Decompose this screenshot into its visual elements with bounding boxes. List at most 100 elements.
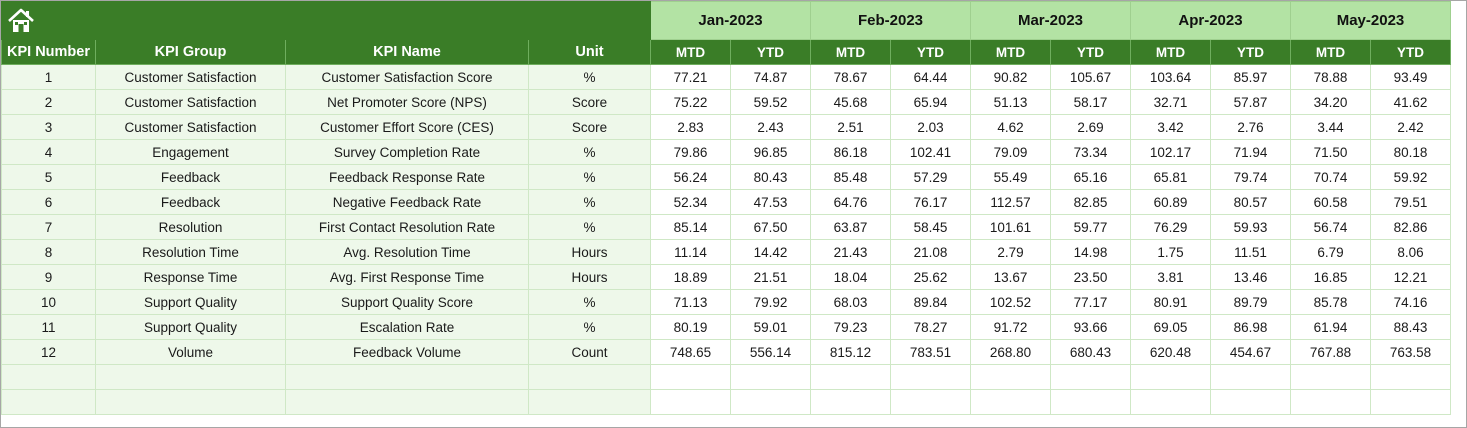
kpi-number-cell[interactable]: 10 xyxy=(1,289,96,315)
unit-cell[interactable]: % xyxy=(528,189,651,215)
ytd-value-cell[interactable]: 680.43 xyxy=(1050,339,1131,365)
mtd-value-cell[interactable]: 51.13 xyxy=(970,89,1051,115)
mtd-value-cell[interactable]: 71.50 xyxy=(1290,139,1371,165)
mtd-value-cell[interactable]: 80.19 xyxy=(650,314,731,340)
mtd-value-cell[interactable]: 3.81 xyxy=(1130,264,1211,290)
empty-cell[interactable] xyxy=(95,364,286,390)
kpi-name-cell[interactable]: First Contact Resolution Rate xyxy=(285,214,529,240)
kpi-name-cell[interactable]: Customer Effort Score (CES) xyxy=(285,114,529,140)
kpi-number-cell[interactable]: 2 xyxy=(1,89,96,115)
empty-cell[interactable] xyxy=(650,389,731,415)
kpi-number-cell[interactable]: 11 xyxy=(1,314,96,340)
mtd-value-cell[interactable]: 4.62 xyxy=(970,114,1051,140)
kpi-group-cell[interactable]: Customer Satisfaction xyxy=(95,114,286,140)
mtd-value-cell[interactable]: 1.75 xyxy=(1130,239,1211,265)
mtd-value-cell[interactable]: 79.09 xyxy=(970,139,1051,165)
ytd-value-cell[interactable]: 14.98 xyxy=(1050,239,1131,265)
empty-cell[interactable] xyxy=(528,389,651,415)
ytd-value-cell[interactable]: 89.84 xyxy=(890,289,971,315)
mtd-value-cell[interactable]: 3.42 xyxy=(1130,114,1211,140)
kpi-number-cell[interactable]: 9 xyxy=(1,264,96,290)
empty-cell[interactable] xyxy=(1050,364,1131,390)
mtd-value-cell[interactable]: 85.14 xyxy=(650,214,731,240)
empty-cell[interactable] xyxy=(810,389,891,415)
ytd-value-cell[interactable]: 86.98 xyxy=(1210,314,1291,340)
empty-cell[interactable] xyxy=(730,389,811,415)
kpi-group-cell[interactable]: Engagement xyxy=(95,139,286,165)
ytd-value-cell[interactable]: 77.17 xyxy=(1050,289,1131,315)
mtd-value-cell[interactable]: 32.71 xyxy=(1130,89,1211,115)
mtd-value-cell[interactable]: 85.48 xyxy=(810,164,891,190)
ytd-value-cell[interactable]: 89.79 xyxy=(1210,289,1291,315)
mtd-value-cell[interactable]: 112.57 xyxy=(970,189,1051,215)
kpi-group-cell[interactable]: Response Time xyxy=(95,264,286,290)
unit-cell[interactable]: Hours xyxy=(528,239,651,265)
kpi-group-cell[interactable]: Customer Satisfaction xyxy=(95,64,286,90)
mtd-value-cell[interactable]: 79.86 xyxy=(650,139,731,165)
mtd-value-cell[interactable]: 56.74 xyxy=(1290,214,1371,240)
kpi-name-cell[interactable]: Support Quality Score xyxy=(285,289,529,315)
ytd-value-cell[interactable]: 105.67 xyxy=(1050,64,1131,90)
empty-cell[interactable] xyxy=(890,389,971,415)
mtd-value-cell[interactable]: 60.58 xyxy=(1290,189,1371,215)
kpi-name-cell[interactable]: Avg. Resolution Time xyxy=(285,239,529,265)
kpi-number-cell[interactable]: 7 xyxy=(1,214,96,240)
mtd-value-cell[interactable]: 60.89 xyxy=(1130,189,1211,215)
kpi-group-cell[interactable]: Feedback xyxy=(95,164,286,190)
mtd-value-cell[interactable]: 76.29 xyxy=(1130,214,1211,240)
ytd-value-cell[interactable]: 80.18 xyxy=(1370,139,1451,165)
unit-cell[interactable]: % xyxy=(528,139,651,165)
unit-cell[interactable]: % xyxy=(528,64,651,90)
mtd-value-cell[interactable]: 2.51 xyxy=(810,114,891,140)
ytd-value-cell[interactable]: 58.17 xyxy=(1050,89,1131,115)
mtd-value-cell[interactable]: 18.04 xyxy=(810,264,891,290)
ytd-value-cell[interactable]: 47.53 xyxy=(730,189,811,215)
kpi-group-cell[interactable]: Customer Satisfaction xyxy=(95,89,286,115)
ytd-value-cell[interactable]: 79.51 xyxy=(1370,189,1451,215)
ytd-value-cell[interactable]: 58.45 xyxy=(890,214,971,240)
empty-cell[interactable] xyxy=(1130,364,1211,390)
empty-cell[interactable] xyxy=(1370,389,1451,415)
mtd-value-cell[interactable]: 18.89 xyxy=(650,264,731,290)
mtd-value-cell[interactable]: 620.48 xyxy=(1130,339,1211,365)
ytd-value-cell[interactable]: 2.42 xyxy=(1370,114,1451,140)
ytd-value-cell[interactable]: 93.49 xyxy=(1370,64,1451,90)
ytd-value-cell[interactable]: 59.92 xyxy=(1370,164,1451,190)
ytd-value-cell[interactable]: 783.51 xyxy=(890,339,971,365)
mtd-value-cell[interactable]: 90.82 xyxy=(970,64,1051,90)
kpi-name-cell[interactable]: Negative Feedback Rate xyxy=(285,189,529,215)
ytd-value-cell[interactable]: 78.27 xyxy=(890,314,971,340)
kpi-number-cell[interactable]: 8 xyxy=(1,239,96,265)
ytd-value-cell[interactable]: 763.58 xyxy=(1370,339,1451,365)
kpi-name-cell[interactable]: Net Promoter Score (NPS) xyxy=(285,89,529,115)
mtd-value-cell[interactable]: 80.91 xyxy=(1130,289,1211,315)
kpi-group-cell[interactable]: Volume xyxy=(95,339,286,365)
ytd-value-cell[interactable]: 96.85 xyxy=(730,139,811,165)
ytd-value-cell[interactable]: 57.29 xyxy=(890,164,971,190)
mtd-value-cell[interactable]: 64.76 xyxy=(810,189,891,215)
mtd-value-cell[interactable]: 56.24 xyxy=(650,164,731,190)
mtd-value-cell[interactable]: 748.65 xyxy=(650,339,731,365)
ytd-value-cell[interactable]: 80.57 xyxy=(1210,189,1291,215)
kpi-name-cell[interactable]: Feedback Response Rate xyxy=(285,164,529,190)
ytd-value-cell[interactable]: 59.01 xyxy=(730,314,811,340)
unit-cell[interactable]: Score xyxy=(528,114,651,140)
ytd-value-cell[interactable]: 14.42 xyxy=(730,239,811,265)
kpi-number-cell[interactable]: 12 xyxy=(1,339,96,365)
ytd-value-cell[interactable]: 82.86 xyxy=(1370,214,1451,240)
empty-cell[interactable] xyxy=(95,389,286,415)
empty-cell[interactable] xyxy=(1,389,96,415)
ytd-value-cell[interactable]: 82.85 xyxy=(1050,189,1131,215)
ytd-value-cell[interactable]: 76.17 xyxy=(890,189,971,215)
empty-cell[interactable] xyxy=(1,364,96,390)
ytd-value-cell[interactable]: 71.94 xyxy=(1210,139,1291,165)
ytd-value-cell[interactable]: 88.43 xyxy=(1370,314,1451,340)
ytd-value-cell[interactable]: 80.43 xyxy=(730,164,811,190)
unit-cell[interactable]: % xyxy=(528,314,651,340)
mtd-value-cell[interactable]: 2.79 xyxy=(970,239,1051,265)
ytd-value-cell[interactable]: 79.74 xyxy=(1210,164,1291,190)
ytd-value-cell[interactable]: 11.51 xyxy=(1210,239,1291,265)
unit-cell[interactable]: Count xyxy=(528,339,651,365)
ytd-value-cell[interactable]: 25.62 xyxy=(890,264,971,290)
mtd-value-cell[interactable]: 79.23 xyxy=(810,314,891,340)
